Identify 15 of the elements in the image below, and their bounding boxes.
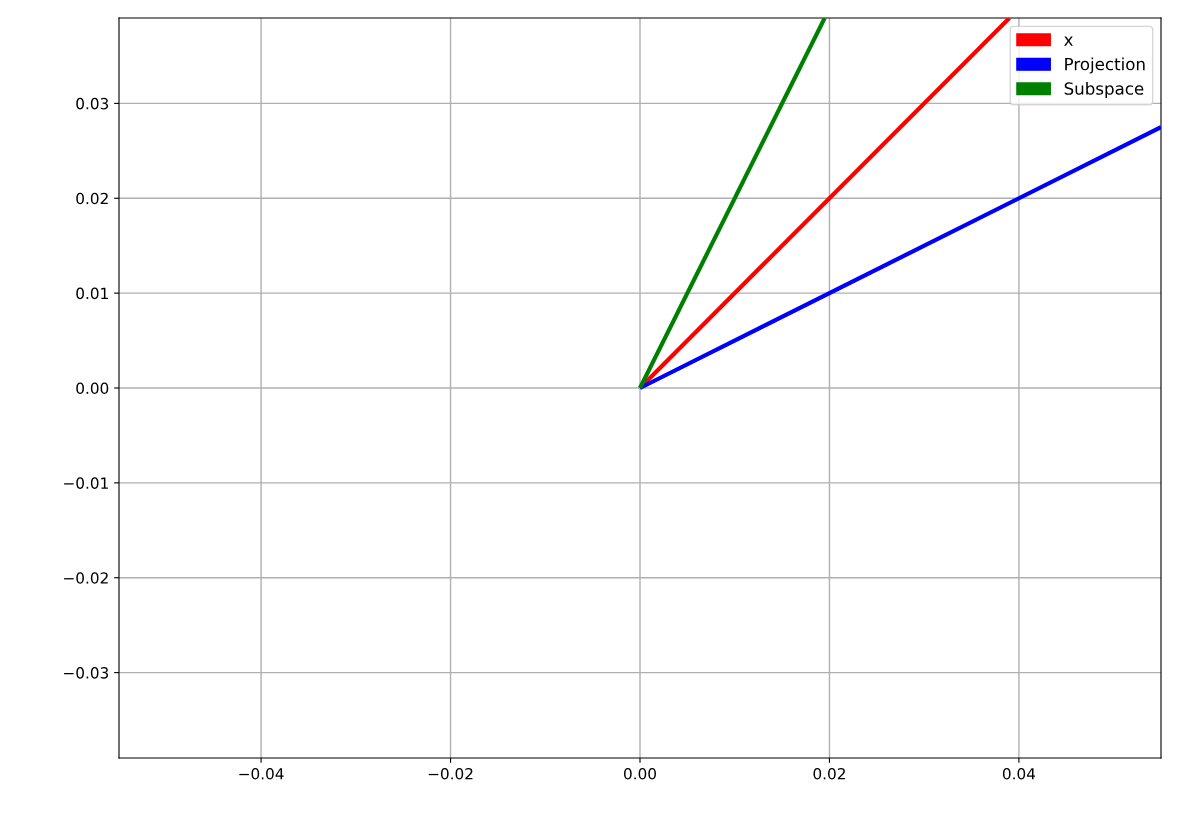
legend-label: x [1064, 36, 1073, 46]
x-tick-label: 0.00 [624, 767, 656, 780]
y-tick-label: 0.01 [76, 287, 108, 300]
y-tick-label: 0.00 [76, 382, 109, 395]
x-tick-label: 0.02 [813, 767, 845, 780]
y-tick-label: 0.02 [76, 192, 108, 205]
x-tick-label: −0.02 [428, 767, 473, 780]
y-tick-label: 0.03 [76, 97, 109, 110]
x-tick-label: −0.04 [239, 767, 284, 780]
legend-label: Projection [1065, 57, 1145, 74]
legend-label: Subspace [1064, 81, 1144, 99]
y-tick-label: −0.01 [64, 477, 108, 489]
y-tick-label: −0.03 [64, 667, 109, 679]
x-tick-label: 0.04 [1002, 767, 1036, 780]
y-tick-label: −0.02 [64, 572, 108, 584]
